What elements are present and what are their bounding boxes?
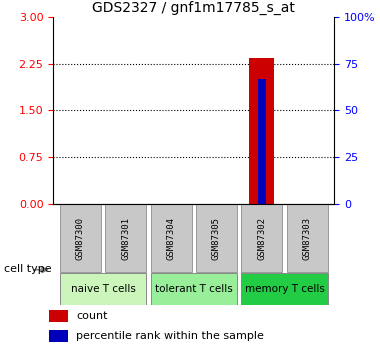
FancyBboxPatch shape [105, 204, 146, 272]
Text: count: count [76, 311, 108, 321]
FancyBboxPatch shape [60, 273, 146, 305]
Text: GSM87300: GSM87300 [76, 217, 85, 259]
FancyBboxPatch shape [241, 204, 282, 272]
FancyBboxPatch shape [196, 204, 237, 272]
Bar [49, 330, 68, 342]
Text: GSM87302: GSM87302 [257, 217, 266, 259]
Text: tolerant T cells: tolerant T cells [155, 284, 233, 294]
Text: percentile rank within the sample: percentile rank within the sample [76, 331, 264, 341]
Text: GSM87303: GSM87303 [303, 217, 312, 259]
Text: GSM87305: GSM87305 [212, 217, 221, 259]
Bar [49, 310, 68, 322]
Text: memory T cells: memory T cells [245, 284, 325, 294]
Text: GSM87301: GSM87301 [121, 217, 130, 259]
Bar [249, 58, 274, 204]
Text: cell type: cell type [4, 264, 51, 274]
FancyBboxPatch shape [287, 204, 328, 272]
Title: GDS2327 / gnf1m17785_s_at: GDS2327 / gnf1m17785_s_at [92, 1, 295, 15]
FancyBboxPatch shape [151, 204, 192, 272]
FancyBboxPatch shape [241, 273, 328, 305]
FancyBboxPatch shape [151, 273, 237, 305]
Text: GSM87304: GSM87304 [166, 217, 176, 259]
FancyBboxPatch shape [60, 204, 101, 272]
Bar [258, 79, 266, 204]
Text: naive T cells: naive T cells [71, 284, 136, 294]
